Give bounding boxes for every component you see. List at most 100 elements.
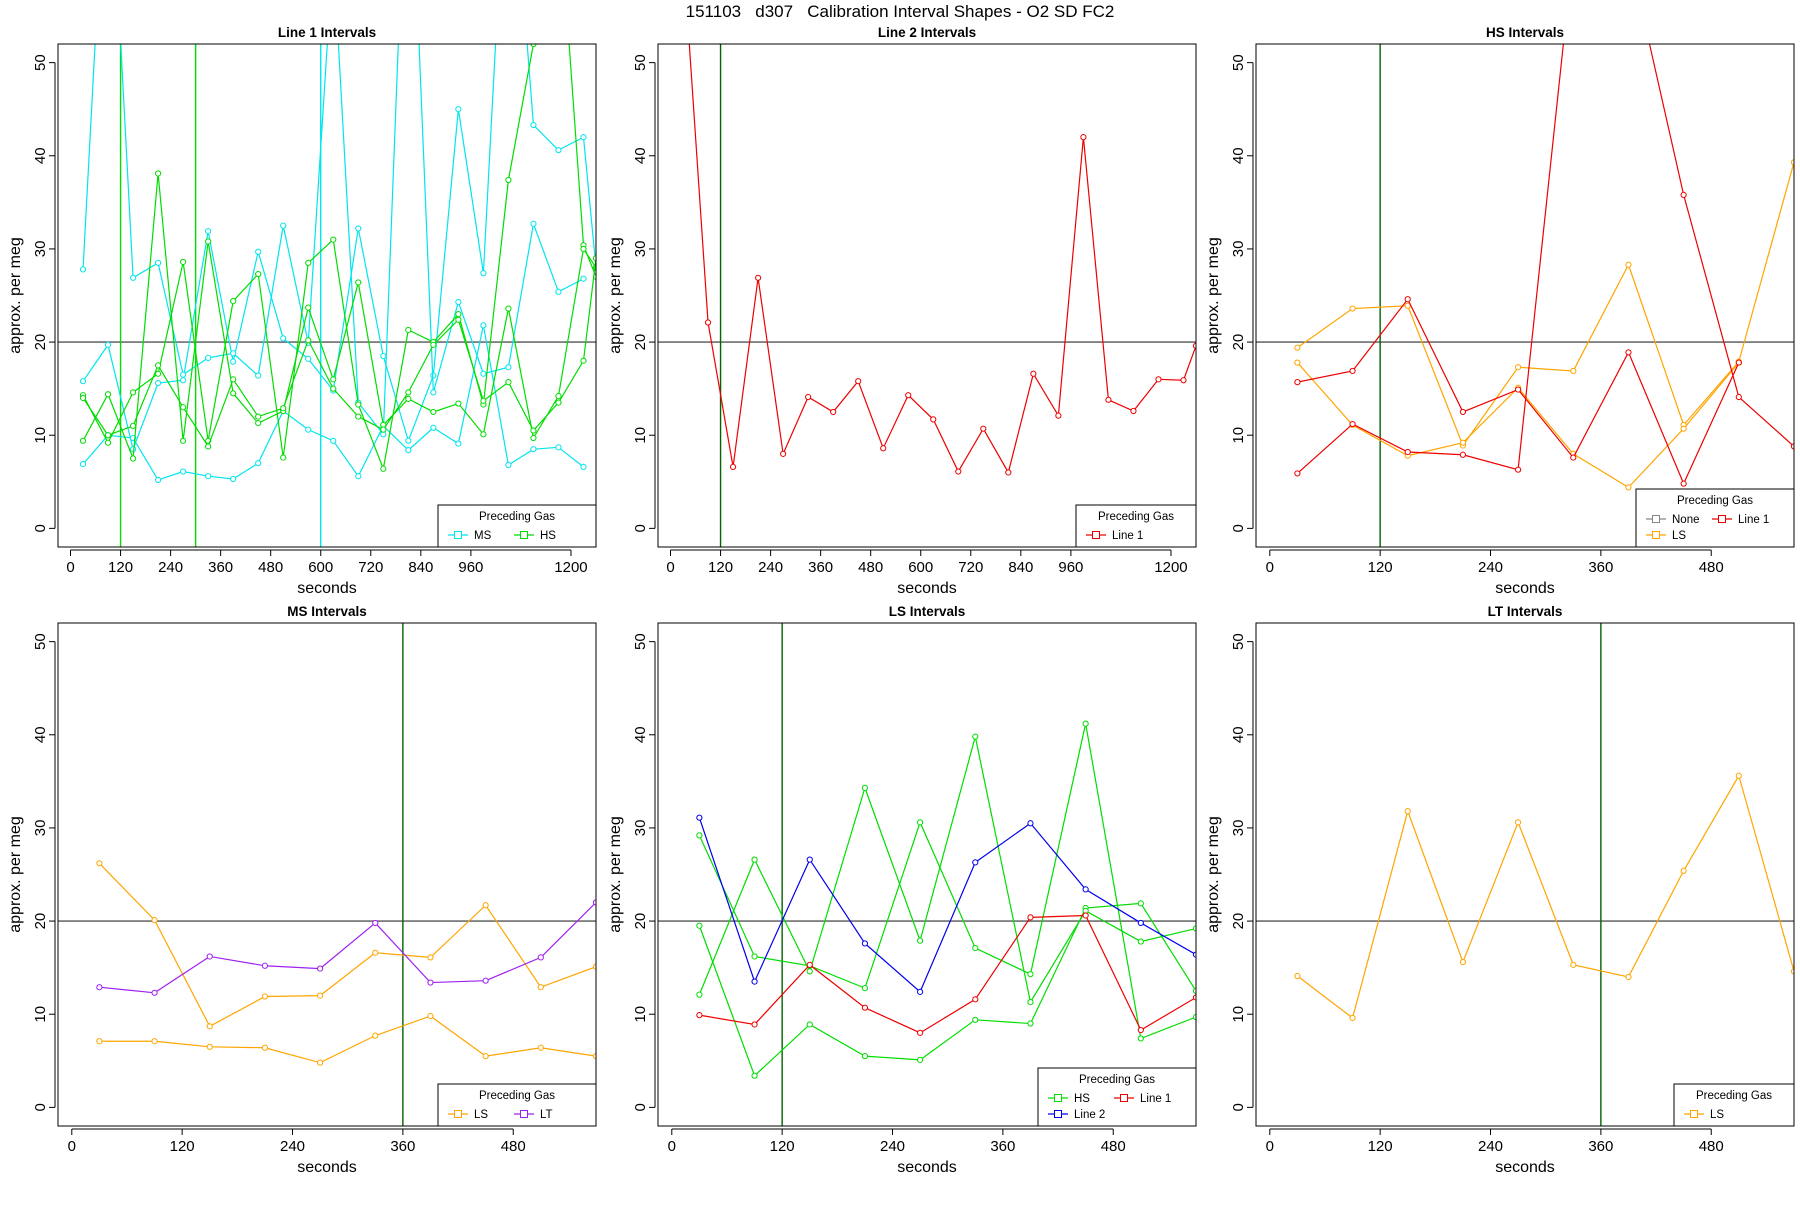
data-point: [580, 245, 587, 253]
x-axis: 0 120 240 360 480 600 720 840 960 1200 seconds: [666, 549, 1188, 597]
data-point: [455, 400, 462, 407]
legend-item: MS: [448, 530, 492, 542]
series-line-1: [688, 44, 1196, 476]
x-tick-label: 120: [170, 1138, 195, 1155]
data-point: [405, 447, 412, 454]
y-tick-label: 30: [32, 820, 49, 837]
data-point: [930, 416, 937, 423]
legend-box: [1075, 504, 1197, 548]
x-tick-label: 960: [1058, 559, 1083, 576]
legend-label: Line 1: [1112, 530, 1143, 542]
data-point: [317, 1059, 324, 1066]
x-tick-label: 0: [1266, 559, 1274, 576]
data-point: [505, 461, 512, 469]
data-point: [505, 364, 512, 371]
data-point: [1404, 808, 1411, 815]
legend-swatch-marker: [454, 531, 462, 539]
legend: Preceding Gas LS: [1673, 1083, 1795, 1127]
series-ms: [79, 44, 596, 453]
data-point: [380, 352, 387, 360]
x-tick-label: 840: [408, 559, 433, 576]
x-axis-label: seconds: [897, 1159, 957, 1176]
x-tick-label: 240: [158, 559, 183, 576]
legend-box: [1635, 488, 1795, 548]
series-line: [82, 325, 584, 481]
data-point: [1349, 305, 1356, 312]
data-point: [480, 370, 487, 377]
data-point: [482, 1053, 489, 1060]
data-point: [1735, 359, 1742, 366]
data-point: [530, 220, 537, 227]
y-tick-label: 40: [1230, 726, 1247, 743]
x-tick-label: 120: [1368, 559, 1393, 576]
data-point: [1082, 720, 1089, 727]
legend-label: Line 1: [1140, 1093, 1171, 1105]
legend-item: Line 1: [1086, 530, 1143, 542]
legend-title: Preceding Gas: [479, 1090, 555, 1102]
series-line-1: [1294, 44, 1794, 477]
y-axis-label: approx. per meg: [607, 237, 624, 354]
data-point: [1080, 134, 1087, 141]
data-point: [917, 988, 924, 995]
data-point: [405, 437, 412, 444]
data-point: [405, 326, 412, 334]
legend-box: [437, 504, 597, 548]
data-point: [455, 106, 462, 113]
y-tick-label: 30: [632, 820, 649, 837]
legend-title: Preceding Gas: [1079, 1074, 1155, 1086]
series-line: [1296, 44, 1794, 474]
series-hs: [79, 255, 596, 450]
legend-item: LS: [448, 1109, 488, 1121]
data-point: [1055, 412, 1062, 419]
x-tick-label: 360: [808, 559, 833, 576]
data-point: [530, 446, 537, 453]
y-tick-label: 40: [32, 147, 49, 164]
data-point: [154, 476, 162, 484]
series-line: [82, 173, 596, 459]
data-point: [205, 473, 212, 480]
y-tick-label: 40: [632, 726, 649, 743]
x-tick-label: 600: [908, 559, 933, 576]
data-point: [1680, 425, 1687, 432]
series-ls: [1294, 159, 1794, 449]
data-point: [79, 394, 87, 402]
data-point: [1294, 379, 1301, 386]
legend: Preceding Gas HS Line 1 Line 2: [1037, 1067, 1197, 1127]
legend: Preceding Gas Line 1: [1075, 504, 1197, 548]
chart-panel-1: Line 1 Intervals 0 120 240 360 480 600 720 840 96…: [7, 25, 597, 597]
data-point: [96, 984, 103, 991]
data-point: [205, 238, 212, 245]
data-point: [355, 413, 362, 420]
legend-label: Line 2: [1074, 1109, 1105, 1121]
data-point: [1130, 407, 1137, 415]
legend-swatch-marker: [454, 1110, 462, 1118]
data-point: [372, 949, 379, 956]
data-point: [592, 255, 596, 262]
data-point: [255, 413, 262, 420]
data-point: [230, 475, 237, 483]
data-point: [1027, 820, 1034, 827]
data-point: [129, 274, 137, 281]
x-tick-label: 1200: [554, 559, 587, 576]
data-point: [751, 978, 758, 985]
y-tick-label: 0: [1230, 524, 1247, 532]
y-tick-label: 40: [632, 147, 649, 164]
legend-swatch-marker: [520, 1110, 528, 1118]
x-axis: 0 120 240 360 480 seconds: [68, 1128, 526, 1176]
data-point: [1349, 367, 1356, 375]
data-point: [482, 977, 489, 984]
plot-frame: [57, 622, 597, 1127]
plot-area: [1256, 623, 1794, 1126]
data-point: [1137, 919, 1144, 927]
data-point: [180, 468, 187, 475]
legend-title: Preceding Gas: [1677, 495, 1753, 507]
data-point: [1404, 296, 1411, 303]
data-point: [355, 473, 362, 480]
series-ms: [79, 44, 587, 438]
legend-box: [1673, 1083, 1795, 1127]
data-point: [205, 443, 212, 450]
series-line: [82, 44, 596, 471]
data-point: [1349, 1014, 1356, 1022]
data-point: [180, 371, 187, 378]
